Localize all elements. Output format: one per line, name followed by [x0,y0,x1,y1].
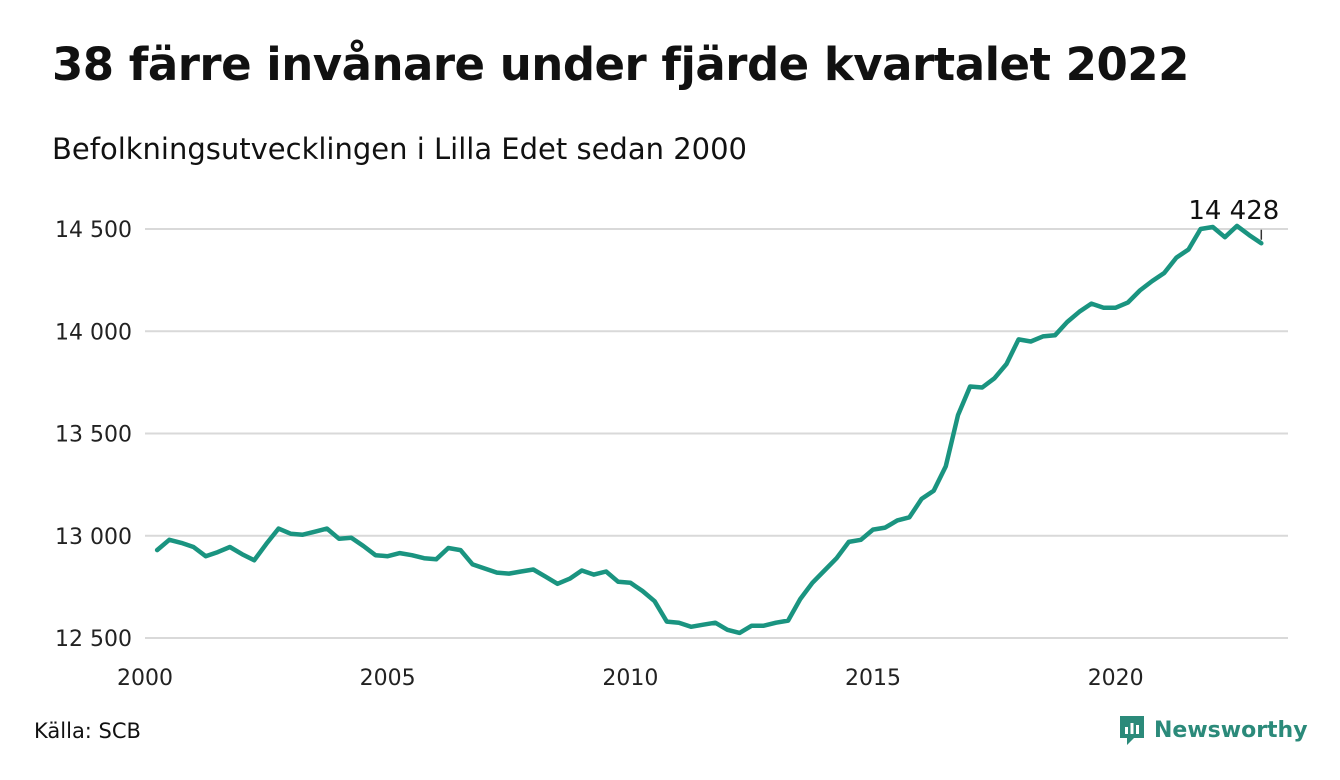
gridlines [145,228,1288,639]
y-tick-label: 13 000 [55,525,132,550]
y-tick-label: 12 500 [55,627,132,652]
series-line [154,223,1264,636]
y-axis-ticks: 12 500 13 000 13 500 14 000 14 500 [55,218,132,652]
source-note: Källa: SCB [34,719,141,743]
brand-logo: Newsworthy [1118,714,1308,746]
series-lines [154,223,1264,636]
y-tick-label: 14 500 [55,218,132,243]
x-tick-label: 2005 [360,666,416,691]
chart-title: 38 färre invånare under fjärde kvartalet… [52,38,1189,91]
x-tick-label: 2000 [117,666,173,691]
chart-subtitle: Befolkningsutvecklingen i Lilla Edet sed… [52,132,747,166]
data-label-last-value: 14 428 [1188,196,1279,226]
annotations: 14 428 [1188,196,1279,240]
newsworthy-chart-icon [1120,716,1144,745]
x-tick-label: 2020 [1088,666,1144,691]
x-axis-ticks: 2000 2005 2010 2015 2020 [117,666,1144,691]
y-tick-label: 13 500 [55,423,132,448]
y-tick-label: 14 000 [55,320,132,345]
x-tick-label: 2015 [845,666,901,691]
brand-name: Newsworthy [1154,717,1308,743]
x-tick-label: 2010 [602,666,658,691]
